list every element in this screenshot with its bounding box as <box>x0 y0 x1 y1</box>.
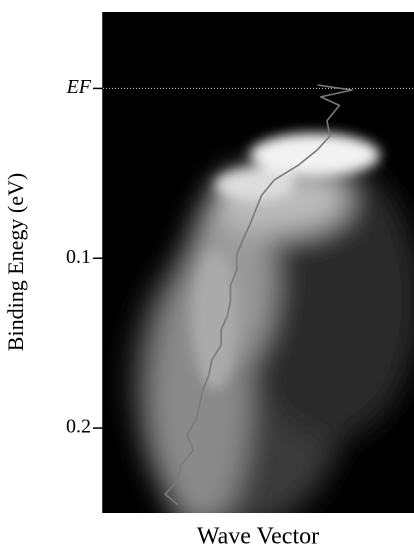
intensity-map <box>103 12 414 513</box>
trace-line <box>164 84 353 506</box>
y-tick-label: EF <box>66 76 92 98</box>
x-axis-label: Wave Vector <box>197 524 319 550</box>
y-tick-label: 0.2 <box>66 416 91 438</box>
y-tick-label: 0.1 <box>66 246 91 268</box>
y-axis-label: Binding Enegy (eV) <box>3 173 28 351</box>
